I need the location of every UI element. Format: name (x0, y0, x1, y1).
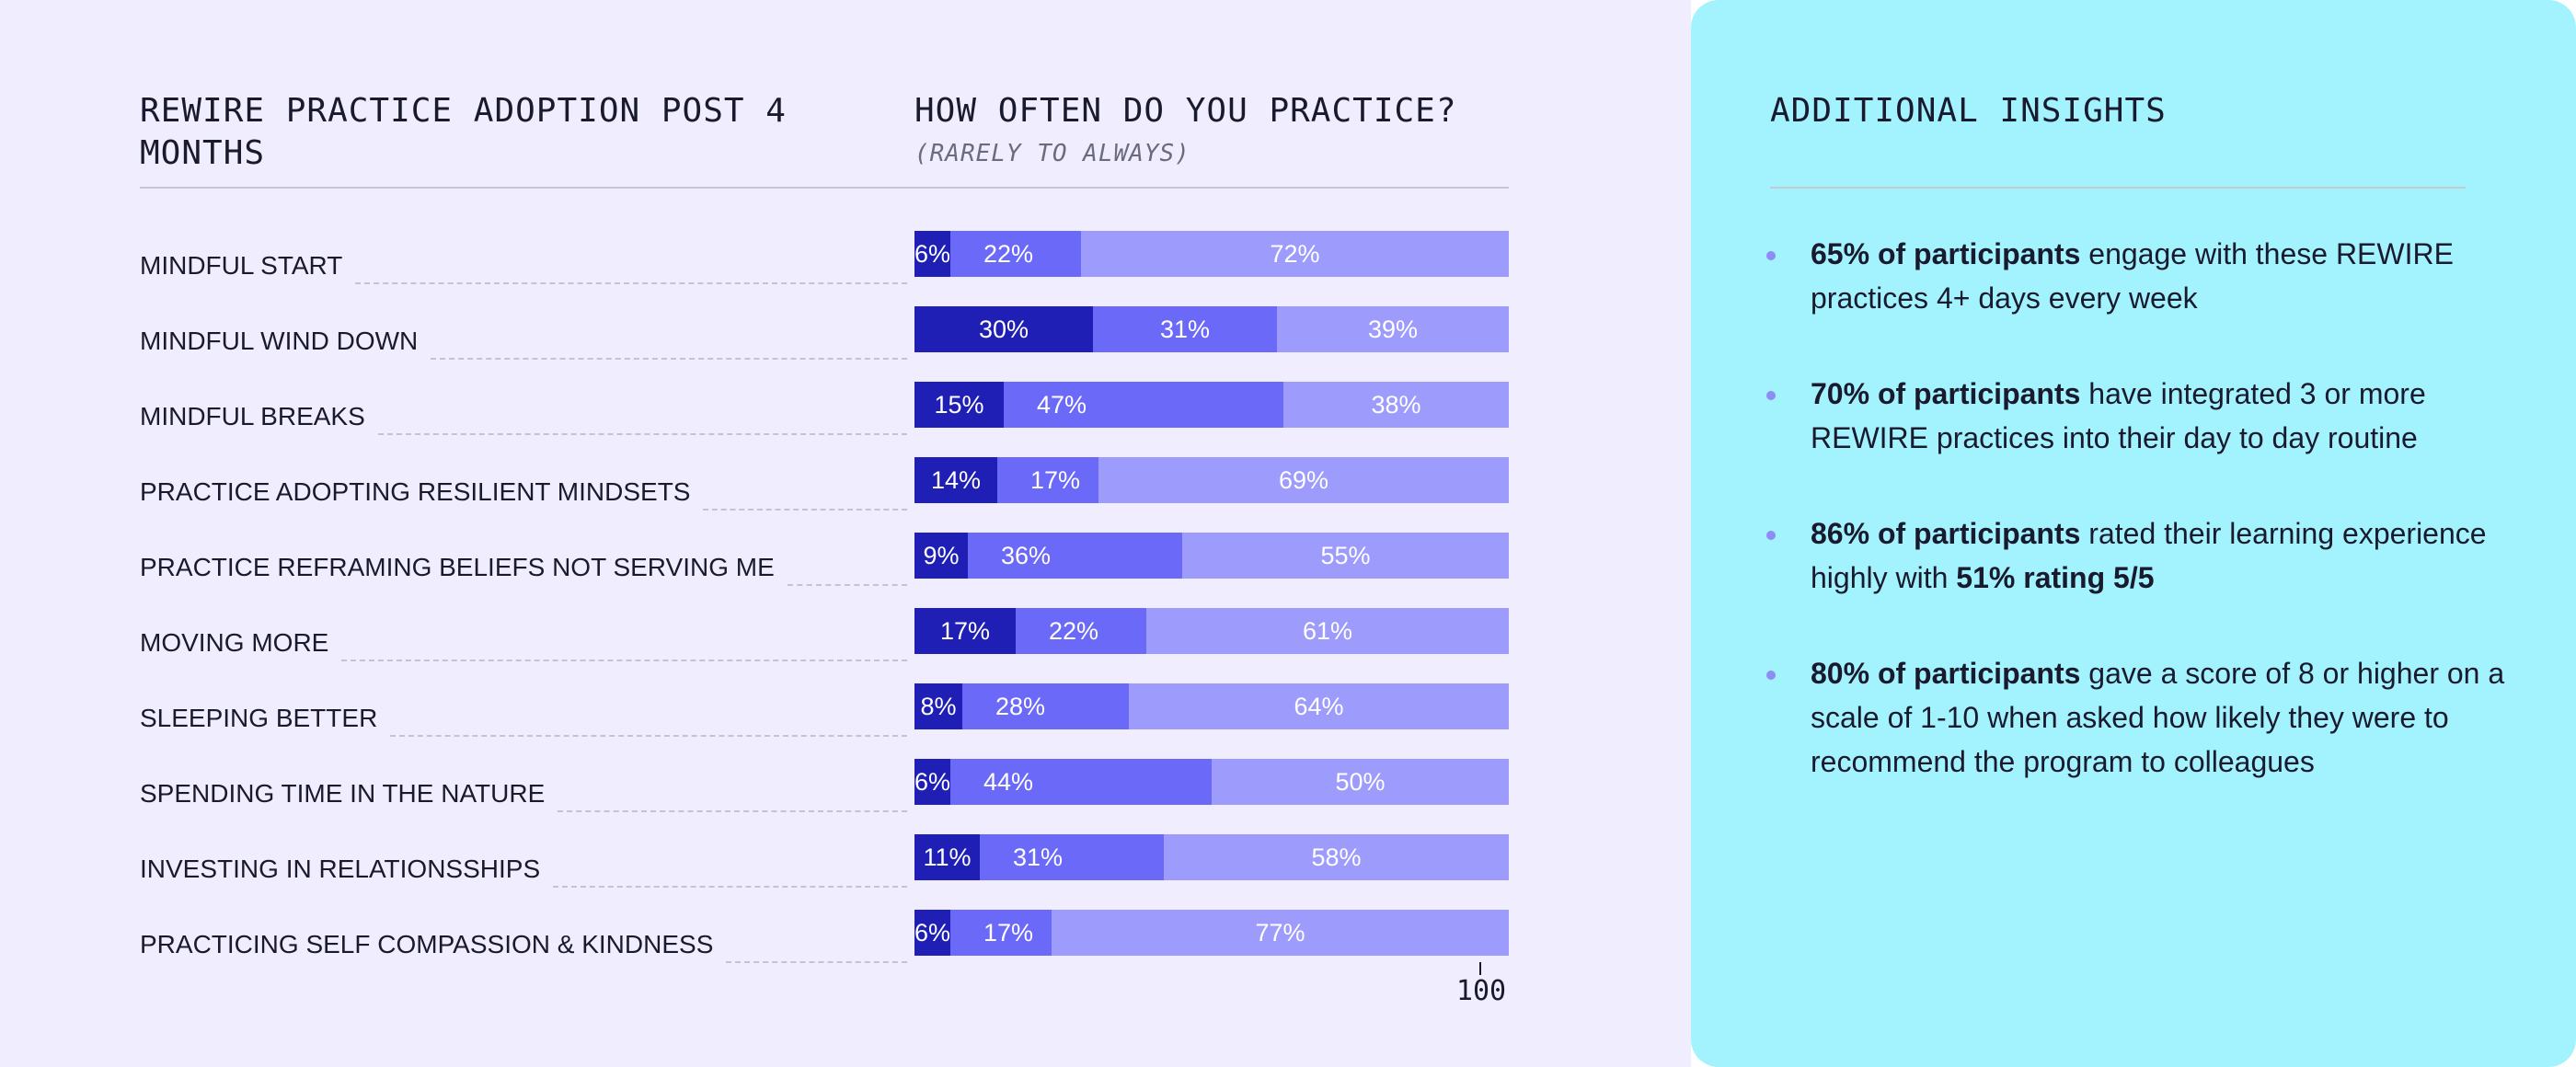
leader-line (788, 584, 907, 586)
bar-segment: 17% (914, 608, 1016, 654)
bar-segment: 31% (1093, 306, 1277, 352)
bullet-icon (1766, 531, 1776, 540)
axis-label-100: 100 (1455, 975, 1507, 1007)
leader-line (390, 735, 907, 737)
insight-text: engage with these REWIRE practices 4+ da… (1811, 237, 2454, 315)
bar-segment: 47% (1004, 382, 1283, 428)
insight-highlight-secondary: 51% rating 5/5 (1956, 561, 2155, 594)
insight-item: 70% of participants have integrated 3 or… (1811, 372, 2510, 460)
bar-segment: 17% (950, 910, 1052, 956)
category-label: PRACTICING SELF COMPASSION & KINDNESS (140, 930, 714, 958)
bar-segment: 31% (980, 834, 1164, 880)
insight-text: gave a score of 8 or higher on a scale o… (1811, 657, 2505, 778)
category-label: PRACTICE ADOPTING RESILIENT MINDSETS (140, 477, 691, 506)
bar-segment: 6% (914, 910, 950, 956)
frequency-subtitle: (RARELY TO ALWAYS) (914, 140, 1190, 167)
bar-segment: 77% (1052, 910, 1509, 956)
bar-segment: 69% (1098, 457, 1509, 503)
bar-segment: 8% (914, 683, 962, 729)
bar-segment: 11% (914, 834, 980, 880)
bar-segment: 58% (1164, 834, 1509, 880)
leader-line (703, 509, 907, 511)
bar-segment: 6% (914, 231, 950, 277)
leader-line (355, 282, 907, 284)
bar-segment: 64% (1129, 683, 1509, 729)
bar-segment: 14% (914, 457, 997, 503)
insights-header-divider (1770, 187, 2466, 189)
bar-segment: 30% (914, 306, 1093, 352)
bar-segment: 50% (1212, 759, 1509, 805)
insight-item: 65% of participants engage with these RE… (1811, 232, 2510, 320)
bar-segment: 39% (1277, 306, 1509, 352)
insight-highlight: 80% of participants (1811, 657, 2081, 690)
bar-segment: 6% (914, 759, 950, 805)
insight-highlight: 65% of participants (1811, 237, 2081, 270)
category-label: SLEEPING BETTER (140, 704, 378, 732)
insights-panel (1691, 0, 2576, 1067)
leader-line (726, 961, 907, 963)
category-label: INVESTING IN RELATIONSSHIPS (140, 855, 541, 883)
category-label: MINDFUL START (140, 251, 343, 280)
axis-tick-100 (1479, 962, 1481, 975)
bar-segment: 38% (1283, 382, 1509, 428)
category-label: SPENDING TIME IN THE NATURE (140, 779, 546, 808)
bar-segment: 36% (968, 533, 1182, 579)
bar-segment: 55% (1182, 533, 1509, 579)
category-label: PRACTICE REFRAMING BELIEFS NOT SERVING M… (140, 553, 775, 581)
bar-segment: 61% (1146, 608, 1509, 654)
leader-line (341, 660, 907, 661)
insight-text: rated their learning experience highly w… (1811, 517, 2487, 594)
bar-segment: 44% (950, 759, 1212, 805)
leader-line (378, 433, 907, 435)
chart-header-divider (140, 187, 1509, 189)
insights-title: ADDITIONAL INSIGHTS (1770, 92, 2167, 130)
leader-line (558, 810, 907, 812)
category-label: MOVING MORE (140, 628, 329, 657)
bar-segment: 22% (1016, 608, 1146, 654)
insight-item: 80% of participants gave a score of 8 or… (1811, 651, 2510, 784)
chart-title: REWIRE PRACTICE ADOPTION POST 4 MONTHS (140, 92, 787, 172)
insight-highlight: 70% of participants (1811, 377, 2081, 410)
bullet-icon (1766, 251, 1776, 260)
bar-segment: 72% (1081, 231, 1509, 277)
bar-segment: 17% (997, 457, 1098, 503)
bullet-icon (1766, 671, 1776, 680)
insight-highlight: 86% of participants (1811, 517, 2081, 550)
bar-segment: 9% (914, 533, 968, 579)
leader-line (431, 358, 907, 360)
insight-text: have integrated 3 or more REWIRE practic… (1811, 377, 2426, 454)
leader-line (553, 886, 907, 888)
category-label: MINDFUL BREAKS (140, 402, 365, 430)
bar-segment: 28% (962, 683, 1129, 729)
bullet-icon (1766, 391, 1776, 400)
insight-item: 86% of participants rated their learning… (1811, 511, 2510, 600)
bar-segment: 15% (914, 382, 1004, 428)
frequency-title: HOW OFTEN DO YOU PRACTICE? (914, 92, 1457, 130)
category-label: MINDFUL WIND DOWN (140, 327, 419, 355)
bar-segment: 22% (950, 231, 1081, 277)
